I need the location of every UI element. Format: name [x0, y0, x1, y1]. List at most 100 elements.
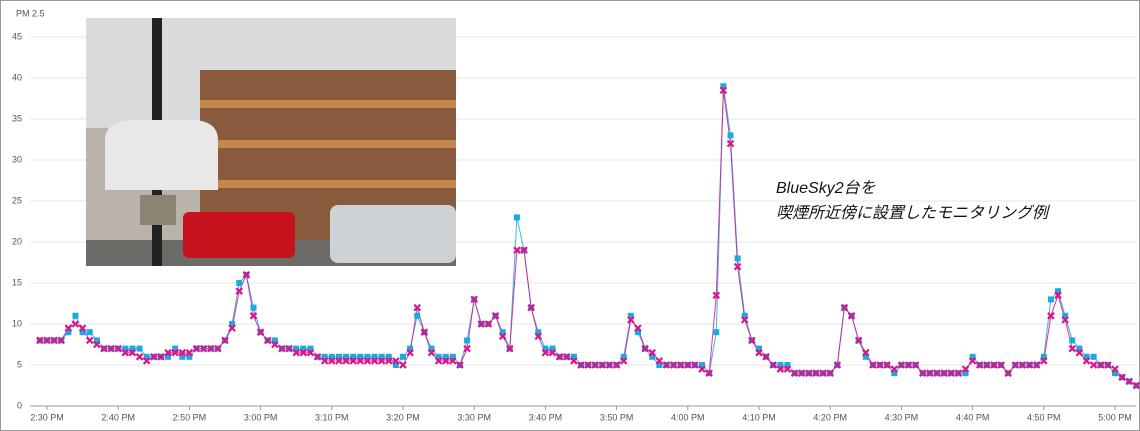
marker-x	[263, 336, 272, 345]
marker-x	[612, 361, 621, 369]
marker-x	[506, 344, 514, 353]
marker-x	[805, 369, 813, 377]
marker-x	[107, 344, 115, 353]
marker-x	[150, 353, 158, 361]
marker-x	[520, 246, 528, 254]
marker-x	[783, 365, 792, 373]
marker-x	[278, 344, 286, 353]
marker-x	[36, 336, 44, 345]
marker-x	[1025, 361, 1034, 369]
marker-x	[1082, 357, 1091, 365]
marker-x	[498, 332, 507, 341]
marker-x	[1032, 361, 1041, 369]
marker-x	[840, 303, 849, 312]
x-tick-label: 4:00 PM	[671, 412, 705, 422]
marker-x	[819, 369, 827, 377]
marker-square	[1040, 353, 1047, 360]
marker-square	[962, 370, 969, 377]
marker-x	[911, 361, 920, 369]
marker-x	[648, 348, 656, 357]
x-tick-label: 4:20 PM	[813, 412, 847, 422]
marker-x	[876, 361, 884, 369]
marker-x	[869, 361, 877, 369]
marker-x	[684, 361, 692, 369]
marker-x	[897, 361, 906, 369]
marker-x	[854, 336, 863, 345]
y-tick-label: 45	[12, 31, 22, 41]
marker-x	[769, 361, 778, 369]
marker-x	[1040, 357, 1048, 365]
marker-square	[236, 280, 243, 286]
marker-x	[577, 361, 585, 369]
marker-x	[655, 357, 664, 365]
marker-square	[699, 362, 706, 368]
marker-x	[513, 246, 521, 254]
marker-x	[947, 369, 956, 377]
marker-x	[1096, 361, 1105, 369]
marker-square	[649, 353, 656, 360]
marker-x	[85, 336, 94, 345]
marker-x	[93, 340, 101, 349]
marker-x	[456, 361, 464, 369]
marker-x	[142, 357, 151, 365]
marker-square	[969, 353, 976, 360]
marker-x	[698, 365, 706, 373]
marker-x	[71, 320, 80, 328]
marker-square	[392, 362, 399, 368]
marker-square	[271, 337, 278, 344]
marker-square	[727, 132, 734, 139]
x-tick-label: 4:30 PM	[885, 412, 919, 422]
marker-square	[627, 312, 634, 319]
marker-square	[535, 329, 542, 336]
marker-square	[570, 353, 577, 360]
marker-square	[549, 345, 556, 352]
marker-x	[755, 348, 763, 357]
marker-x	[975, 361, 984, 369]
annotation: BlueSky2台を	[776, 179, 876, 197]
x-tick-label: 4:40 PM	[956, 412, 990, 422]
marker-square	[378, 353, 385, 360]
marker-x	[933, 369, 941, 377]
marker-x	[748, 336, 756, 345]
marker-square	[364, 353, 371, 360]
marker-x	[199, 344, 208, 353]
marker-x	[50, 336, 58, 345]
marker-square	[293, 345, 300, 352]
marker-x	[64, 324, 73, 332]
marker-x	[342, 357, 350, 365]
marker-x	[605, 361, 614, 369]
y-tick-label: 10	[12, 318, 22, 328]
marker-square	[300, 345, 307, 352]
marker-x	[954, 369, 963, 377]
x-tick-label: 3:10 PM	[315, 412, 349, 422]
marker-square	[713, 329, 720, 336]
marker-square	[186, 353, 193, 360]
marker-square	[172, 345, 179, 352]
marker-square	[449, 353, 456, 360]
marker-x	[335, 357, 343, 365]
marker-x	[641, 344, 649, 353]
marker-square	[1047, 296, 1054, 303]
x-tick-label: 3:30 PM	[457, 412, 491, 422]
marker-square	[499, 329, 506, 336]
marker-x	[392, 357, 400, 365]
marker-x	[997, 361, 1005, 369]
marker-square	[542, 345, 549, 352]
marker-x	[313, 353, 322, 361]
marker-x	[712, 291, 721, 300]
marker-square	[328, 353, 335, 360]
marker-square	[777, 362, 784, 368]
x-tick-label: 3:50 PM	[600, 412, 634, 422]
marker-x	[776, 365, 785, 373]
marker-x	[221, 336, 229, 345]
marker-square	[720, 83, 727, 90]
marker-x	[100, 344, 108, 353]
marker-square	[79, 329, 86, 336]
marker-x	[548, 348, 557, 357]
series-markers	[36, 83, 1140, 390]
marker-square	[1083, 353, 1090, 360]
marker-square	[1090, 353, 1097, 360]
marker-x	[399, 361, 407, 369]
